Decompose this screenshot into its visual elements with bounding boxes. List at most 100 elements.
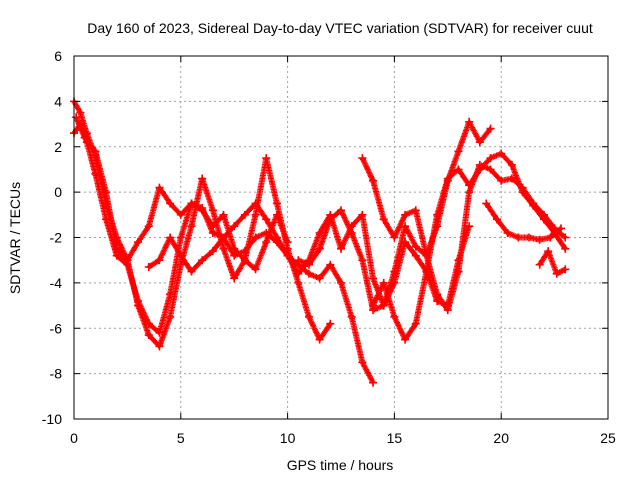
series-track-i (535, 247, 570, 278)
series-track-h (482, 199, 566, 244)
data-point (503, 228, 512, 237)
data-point (379, 278, 388, 287)
data-point (166, 290, 175, 299)
data-point (326, 260, 335, 269)
data-point (80, 133, 89, 142)
data-point (176, 233, 185, 242)
data-point (230, 274, 239, 283)
y-tick-label: 6 (54, 48, 62, 64)
x-tick-label: 15 (387, 430, 403, 446)
data-point (557, 224, 566, 233)
data-point (91, 169, 100, 178)
data-point (166, 233, 175, 242)
data-point (72, 113, 81, 122)
data-point (208, 206, 217, 215)
data-point (465, 222, 474, 231)
data-point (112, 244, 121, 253)
data-point (475, 165, 484, 174)
data-point (144, 331, 153, 340)
data-point (337, 278, 345, 287)
data-point (535, 235, 544, 244)
data-point (347, 228, 356, 237)
data-point (272, 210, 281, 219)
data-point (486, 124, 495, 133)
data-point (411, 206, 420, 215)
data-point (465, 117, 474, 126)
data-point (422, 267, 431, 276)
marker-trail (71, 121, 291, 336)
data-point (443, 174, 452, 183)
data-point (176, 210, 185, 219)
data-point (262, 228, 271, 237)
data-point (102, 188, 111, 197)
data-point (379, 215, 388, 224)
data-point (155, 342, 164, 351)
y-tick-label: -10 (42, 411, 62, 427)
y-tick-label: 2 (54, 139, 62, 155)
data-point (240, 210, 249, 219)
data-point (251, 265, 260, 274)
data-point (369, 274, 378, 283)
data-point (251, 210, 260, 219)
data-point (390, 312, 399, 321)
axis-ticks: 0 5 10 15 20 25 -10 -8 -6 -4 -2 0 2 4 6 (42, 48, 616, 446)
x-tick-label: 10 (280, 430, 296, 446)
x-tick-label: 25 (600, 430, 616, 446)
data-point (358, 154, 367, 163)
data-point (411, 319, 420, 328)
data-point (358, 210, 367, 219)
data-point (337, 206, 345, 215)
data-point (91, 147, 100, 156)
data-point (390, 233, 399, 242)
data-point (315, 244, 324, 253)
data-point (272, 238, 281, 247)
data-point (230, 251, 239, 260)
data-point (561, 265, 570, 274)
y-tick-label: -2 (50, 230, 63, 246)
data-point (315, 228, 324, 237)
data-point (315, 335, 324, 344)
data-point (198, 256, 207, 265)
data-point (369, 301, 378, 310)
data-point (187, 199, 196, 208)
y-tick-label: -4 (50, 275, 63, 291)
data-point (112, 251, 121, 260)
data-point (390, 267, 399, 276)
data-point (454, 147, 463, 156)
data-point (539, 215, 548, 224)
data-point (326, 215, 335, 224)
y-tick-label: -8 (50, 366, 63, 382)
data-point (219, 244, 228, 253)
data-point (187, 222, 196, 231)
data-point (492, 215, 501, 224)
data-point (304, 312, 313, 321)
data-point (230, 222, 239, 231)
y-tick-label: 4 (54, 93, 62, 109)
data-point (443, 306, 452, 315)
data-point (251, 199, 260, 208)
data-point (465, 181, 474, 190)
data-point (347, 312, 356, 321)
data-point (144, 262, 153, 271)
data-point (482, 199, 491, 208)
data-point (155, 328, 164, 337)
data-point (529, 201, 538, 210)
data-point (546, 233, 555, 242)
data-point (465, 188, 474, 197)
data-point (76, 108, 85, 117)
data-point (544, 247, 553, 256)
data-point (304, 269, 313, 278)
data-point (240, 247, 249, 256)
data-point (134, 238, 143, 247)
data-point (433, 290, 442, 299)
data-point (294, 269, 303, 278)
data-point (401, 335, 410, 344)
data-point (198, 174, 207, 183)
series-track-g (369, 149, 570, 344)
data-point (524, 233, 533, 242)
data-point (535, 260, 544, 269)
data-point (155, 256, 164, 265)
data-point (401, 210, 410, 219)
data-point (123, 256, 132, 265)
